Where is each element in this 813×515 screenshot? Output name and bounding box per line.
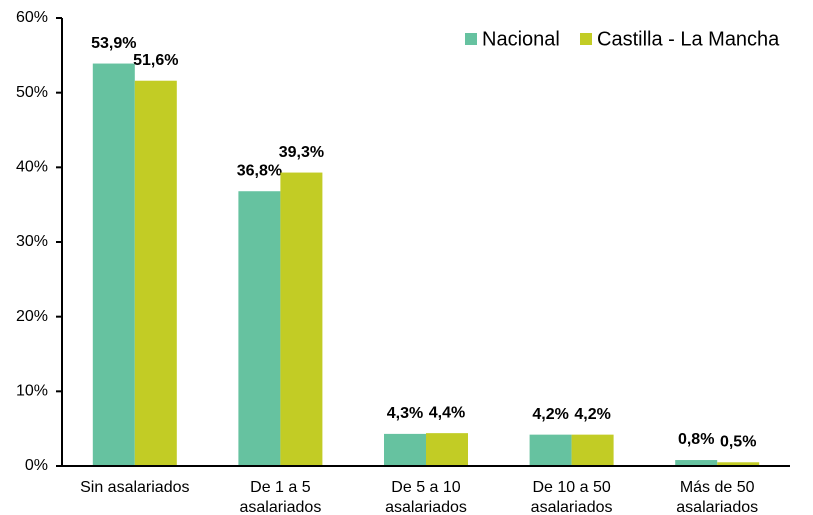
x-tick-label: asalariados	[531, 499, 613, 515]
y-tick-label: 10%	[16, 383, 48, 400]
value-label: 0,5%	[720, 433, 756, 450]
x-tick-label: De 5 a 10	[391, 479, 460, 496]
bar	[571, 434, 614, 466]
bar	[675, 460, 718, 466]
value-label: 4,3%	[387, 405, 423, 422]
x-tick-label: asalariados	[239, 499, 321, 515]
legend-swatch	[580, 33, 592, 45]
bar	[92, 63, 135, 467]
y-tick-label: 0%	[25, 457, 48, 474]
bar	[426, 433, 468, 466]
legend-swatch	[465, 33, 477, 45]
y-tick-label: 30%	[16, 233, 48, 250]
x-tick-label: De 10 a 50	[532, 479, 610, 496]
y-tick-label: 50%	[16, 84, 48, 101]
y-tick-label: 20%	[16, 308, 48, 325]
x-tick-label: asalariados	[385, 499, 467, 515]
x-tick-label: Sin asalariados	[80, 479, 189, 496]
value-label: 0,8%	[678, 431, 714, 448]
bar	[134, 80, 177, 466]
bar	[717, 462, 760, 466]
x-tick-label: De 1 a 5	[250, 479, 311, 496]
value-label: 4,2%	[574, 406, 610, 423]
value-label: 39,3%	[279, 144, 324, 161]
bar	[280, 172, 323, 466]
bar	[384, 433, 426, 466]
legend-label: Castilla - La Mancha	[597, 28, 780, 50]
value-label: 36,8%	[237, 162, 282, 179]
y-tick-label: 40%	[16, 159, 48, 176]
value-label: 51,6%	[133, 52, 178, 69]
value-label: 4,4%	[429, 404, 465, 421]
bar	[529, 434, 572, 466]
bar	[238, 191, 281, 466]
x-tick-label: Más de 50	[680, 479, 755, 496]
legend-label: Nacional	[482, 28, 560, 50]
value-label: 4,2%	[532, 406, 568, 423]
value-label: 53,9%	[91, 35, 136, 52]
x-tick-label: asalariados	[676, 499, 758, 515]
y-tick-label: 60%	[16, 9, 48, 26]
